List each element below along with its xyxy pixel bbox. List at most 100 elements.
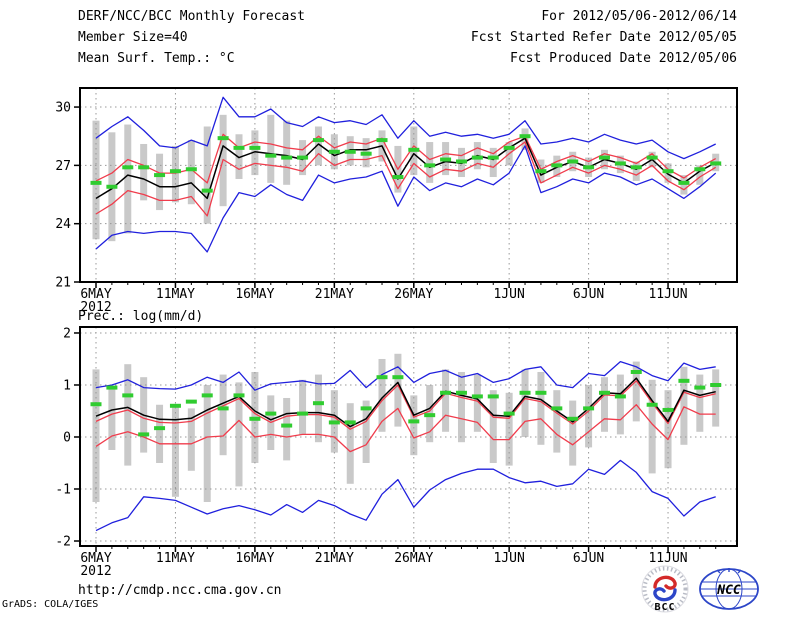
lower-spread-line	[95, 141, 717, 217]
ncc-logo-icon: NCC	[699, 568, 759, 610]
member-range-bar	[267, 114, 275, 183]
x-tick-label: 16MAY	[235, 287, 274, 302]
x-tick-sublabel: 2012	[80, 564, 111, 579]
bcc-blue-swirl-icon	[653, 587, 677, 602]
x-tick-label: 11MAY	[156, 551, 195, 566]
y-tick-label: 1	[63, 378, 71, 393]
y-tick-label: -2	[55, 535, 71, 550]
member-range-bar	[92, 120, 100, 240]
member-range-bar	[489, 147, 497, 178]
y-tick-label: 24	[55, 217, 71, 232]
member-range-bar	[442, 369, 450, 432]
x-tick-label: 1JUN	[493, 287, 524, 302]
member-range-bar	[410, 395, 418, 456]
x-tick-label: 11JUN	[648, 551, 687, 566]
y-tick-label: 21	[55, 276, 71, 291]
member-range-bar	[712, 369, 720, 427]
member-range-bar	[457, 371, 465, 443]
member-range-bar	[346, 403, 354, 484]
temp-chart-title: Mean Surf. Temp.: °C	[78, 51, 235, 66]
member-range-bar	[92, 369, 100, 503]
y-tick-label: 30	[55, 101, 71, 116]
y-tick-label: 27	[55, 159, 71, 174]
x-tick-label: 6JUN	[573, 287, 604, 302]
member-range-bar	[187, 408, 195, 471]
source-url: http://cmdp.ncc.cma.gov.cn	[78, 583, 282, 598]
member-range-bar	[362, 400, 370, 463]
member-range-bar	[283, 397, 291, 461]
x-tick-label: 26MAY	[394, 287, 433, 302]
produced-date-label: Fcst Produced Date 2012/05/06	[510, 51, 737, 66]
member-range-bar	[314, 126, 322, 166]
member-range-bar	[489, 390, 497, 463]
ncc-logo-text: NCC	[716, 583, 741, 598]
plot-frame	[79, 326, 738, 547]
x-tick-label: 11JUN	[648, 287, 687, 302]
member-range-bar	[394, 353, 402, 427]
ensemble-max-line	[95, 360, 716, 391]
precip-chart-title: Prec.: log(mm/d)	[78, 309, 204, 324]
forecast-period-label: For 2012/05/06-2012/06/14	[541, 9, 737, 24]
member-range-bar	[680, 366, 688, 445]
member-range-bar	[569, 400, 577, 466]
member-range-bar	[235, 382, 243, 487]
x-tick-label: 1JUN	[493, 551, 524, 566]
member-range-bar	[251, 130, 259, 176]
grads-credit: GrADS: COLA/IGES	[2, 599, 99, 610]
x-tick-label: 6MAY	[80, 551, 111, 566]
member-range-bar	[171, 405, 179, 497]
refer-date-label: Fcst Started Refer Date 2012/05/05	[470, 30, 737, 45]
x-tick-label: 11MAY	[156, 287, 195, 302]
member-range-bar	[314, 374, 322, 443]
bcc-logo-text: BCC	[654, 602, 675, 613]
x-tick-label: 21MAY	[315, 287, 354, 302]
y-tick-label: 2	[63, 326, 71, 341]
member-range-bar	[378, 358, 386, 432]
member-range-bar	[505, 392, 513, 466]
ncc-crown-icon	[716, 568, 742, 574]
member-range-bar	[600, 377, 608, 432]
page-title: DERF/NCC/BCC Monthly Forecast	[78, 9, 305, 24]
member-range-bar	[585, 384, 593, 448]
member-range-bar	[187, 140, 195, 205]
member-range-bar	[203, 126, 211, 224]
member-range-bar	[283, 120, 291, 185]
bcc-logo-icon: BCC	[641, 565, 689, 613]
member-range-bar	[108, 387, 116, 450]
member-range-bar	[124, 364, 132, 466]
ensemble-max-line	[95, 96, 716, 160]
x-tick-sublabel: 2012	[80, 300, 111, 315]
upper-spread-line	[95, 133, 717, 184]
ensemble-mean-line	[95, 137, 717, 200]
ensemble-mean-line	[95, 377, 716, 428]
x-tick-label: 16MAY	[235, 551, 274, 566]
member-range-bar	[124, 124, 132, 234]
y-tick-label: -1	[55, 483, 71, 498]
member-range-bar	[632, 361, 640, 422]
member-range-bar	[632, 161, 640, 181]
member-range-bar	[664, 390, 672, 469]
member-range-bar	[426, 142, 434, 183]
member-range-bar	[235, 134, 243, 179]
member-range-bar	[537, 371, 545, 445]
x-tick-label: 6MAY	[80, 287, 111, 302]
member-range-bar	[521, 369, 529, 437]
member-range-bar	[473, 374, 481, 432]
member-size-label: Member Size=40	[78, 30, 188, 45]
member-range-bar	[648, 379, 656, 474]
lower-spread-line	[95, 404, 716, 453]
upper-spread-line	[95, 380, 716, 430]
member-range-bar	[156, 153, 164, 211]
ensemble-min-line	[95, 145, 717, 253]
x-tick-label: 6JUN	[573, 551, 604, 566]
ensemble-min-line	[95, 459, 716, 532]
member-range-bar	[156, 404, 164, 463]
member-range-bar	[696, 374, 704, 432]
x-tick-label: 21MAY	[315, 551, 354, 566]
member-range-bar	[553, 390, 561, 453]
member-range-bar	[219, 374, 227, 456]
x-tick-label: 26MAY	[394, 551, 433, 566]
